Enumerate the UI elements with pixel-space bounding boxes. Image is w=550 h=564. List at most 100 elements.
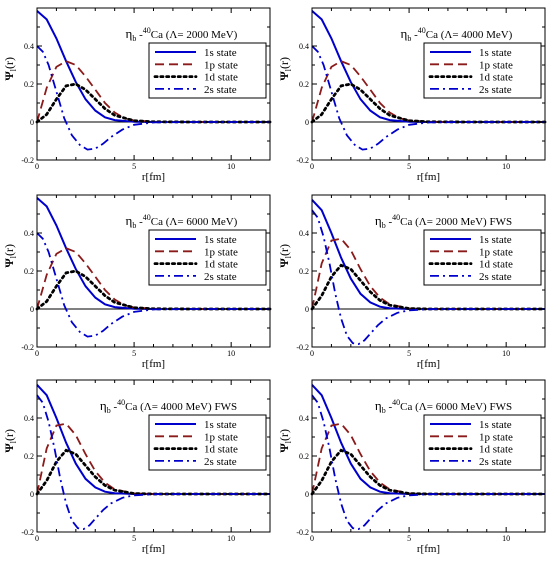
y-label-tail: (r) <box>2 244 16 256</box>
title-eta: η <box>126 213 133 228</box>
title-dash: - <box>136 216 143 228</box>
series-line <box>311 60 545 123</box>
y-tick-label: 0.2 <box>299 267 309 276</box>
y-axis-label: Ψl(r) <box>277 57 293 81</box>
title-rest: Ca (Λ= 4000 MeV) FWS <box>125 401 237 413</box>
y-tick-label: -0.2 <box>296 528 309 537</box>
y-axis-label: Ψl(r) <box>277 244 293 268</box>
x-tick-label: 0 <box>310 534 314 543</box>
title-sub: b <box>407 34 411 43</box>
title-dash: - <box>386 216 393 228</box>
y-label-main: Ψ <box>2 258 16 268</box>
title-dash: - <box>111 401 118 413</box>
title-sup: 40 <box>143 213 151 222</box>
y-tick-label: -0.2 <box>21 343 34 352</box>
legend-label: 1p state <box>204 431 238 443</box>
series-line <box>311 394 545 531</box>
series-line <box>36 60 270 123</box>
title-rest: Ca (Λ= 6000 MeV) <box>151 216 238 228</box>
title-rest: Ca (Λ= 6000 MeV) FWS <box>400 401 512 413</box>
legend-label: 1s state <box>479 234 512 246</box>
title-sub: b <box>382 406 386 415</box>
legend-label: 1d state <box>204 444 238 456</box>
title-sub: b <box>132 221 136 230</box>
legend-label: 1d state <box>204 72 238 84</box>
x-axis-label: r[fm] <box>142 358 165 370</box>
x-axis-label: r[fm] <box>417 358 440 370</box>
series-line <box>36 232 270 338</box>
y-tick-label: 0 <box>30 118 34 127</box>
chart-panel: 0 5 10-0.200.20.4r[fm]Ψl(r)ηb -40Ca (Λ= 40… <box>277 7 547 183</box>
x-tick-label: 5 <box>407 349 411 358</box>
y-tick-label: 0 <box>305 305 309 314</box>
series-line <box>36 394 270 531</box>
series-line <box>311 209 545 346</box>
y-axis-label: Ψl(r) <box>2 429 18 453</box>
y-label-sub: l <box>284 68 293 71</box>
y-tick-label: 0.4 <box>299 42 309 51</box>
chart-title: ηb -40Ca (Λ= 2000 MeV) FWS <box>375 213 512 230</box>
title-sup: 40 <box>143 26 151 35</box>
y-label-sub: l <box>9 255 18 258</box>
y-tick-label: 0 <box>30 490 34 499</box>
legend-label: 1d state <box>479 72 513 84</box>
legend-label: 1s state <box>204 47 237 59</box>
y-label-tail: (r) <box>2 57 16 69</box>
x-axis-label: r[fm] <box>142 171 165 183</box>
x-tick-label: 10 <box>502 534 510 543</box>
title-dash: - <box>386 401 393 413</box>
x-tick-label: 5 <box>132 534 136 543</box>
legend-label: 2s state <box>479 271 512 283</box>
x-tick-label: 10 <box>502 162 510 171</box>
chart-panel: 0 5 10-0.200.20.4r[fm]Ψl(r)ηb -40Ca (Λ= 20… <box>277 194 547 370</box>
y-tick-label: 0.4 <box>24 42 34 51</box>
title-sup: 40 <box>392 398 400 407</box>
x-tick-label: 10 <box>227 534 235 543</box>
title-sup: 40 <box>392 213 400 222</box>
x-axis-label: r[fm] <box>417 543 440 555</box>
x-tick-label: 5 <box>407 534 411 543</box>
chart-panel: 0 5 10-0.200.20.4r[fm]Ψl(r)ηb -40Ca (Λ= 40… <box>2 379 272 555</box>
x-tick-label: 5 <box>407 162 411 171</box>
x-tick-label: 0 <box>310 349 314 358</box>
series-line <box>36 247 270 310</box>
chart-panel: 0 5 10-0.200.20.4r[fm]Ψl(r)ηb -40Ca (Λ= 20… <box>2 7 272 183</box>
y-tick-label: 0.2 <box>24 80 34 89</box>
chart-title: ηb -40Ca (Λ= 4000 MeV) FWS <box>100 398 237 415</box>
title-eta: η <box>100 398 107 413</box>
x-tick-label: 0 <box>35 534 39 543</box>
title-eta: η <box>401 26 408 41</box>
x-tick-label: 0 <box>35 162 39 171</box>
y-tick-label: 0.4 <box>24 414 34 423</box>
legend-label: 1p state <box>204 59 238 71</box>
y-label-tail: (r) <box>277 429 291 441</box>
y-label-main: Ψ <box>277 71 291 81</box>
y-label-tail: (r) <box>277 244 291 256</box>
y-tick-label: 0 <box>30 305 34 314</box>
y-tick-label: 0.4 <box>24 229 34 238</box>
title-dash: - <box>411 29 418 41</box>
chart-title: ηb -40Ca (Λ= 2000 MeV) <box>126 26 238 43</box>
x-tick-label: 5 <box>132 349 136 358</box>
title-sub: b <box>107 406 111 415</box>
legend-label: 1s state <box>479 419 512 431</box>
y-tick-label: -0.2 <box>296 343 309 352</box>
chart-title: ηb -40Ca (Λ= 6000 MeV) <box>126 213 238 230</box>
x-tick-label: 0 <box>35 349 39 358</box>
title-eta: η <box>126 26 133 41</box>
y-tick-label: 0.2 <box>24 452 34 461</box>
title-rest: Ca (Λ= 4000 MeV) <box>426 29 513 41</box>
legend-label: 1d state <box>479 259 513 271</box>
y-tick-label: 0.2 <box>24 267 34 276</box>
legend-label: 1d state <box>479 444 513 456</box>
legend-label: 2s state <box>204 271 237 283</box>
y-tick-label: 0 <box>305 490 309 499</box>
legend-label: 1p state <box>204 246 238 258</box>
chart-title: ηb -40Ca (Λ= 6000 MeV) FWS <box>375 398 512 415</box>
y-tick-label: 0.2 <box>299 452 309 461</box>
y-label-tail: (r) <box>2 429 16 441</box>
title-eta: η <box>375 398 382 413</box>
y-label-main: Ψ <box>2 443 16 453</box>
title-sub: b <box>132 34 136 43</box>
